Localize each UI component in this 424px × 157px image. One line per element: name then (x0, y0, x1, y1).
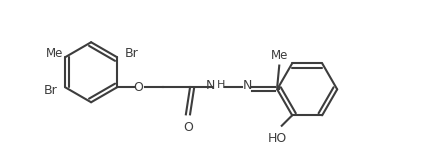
Text: Br: Br (125, 47, 138, 60)
Text: Me: Me (46, 47, 63, 60)
Text: HO: HO (268, 132, 287, 145)
Text: N: N (206, 79, 215, 92)
Text: H: H (217, 80, 226, 90)
Text: Br: Br (44, 84, 58, 97)
Text: O: O (183, 121, 193, 134)
Text: N: N (243, 79, 252, 92)
Text: O: O (133, 81, 143, 94)
Text: Me: Me (271, 49, 288, 62)
